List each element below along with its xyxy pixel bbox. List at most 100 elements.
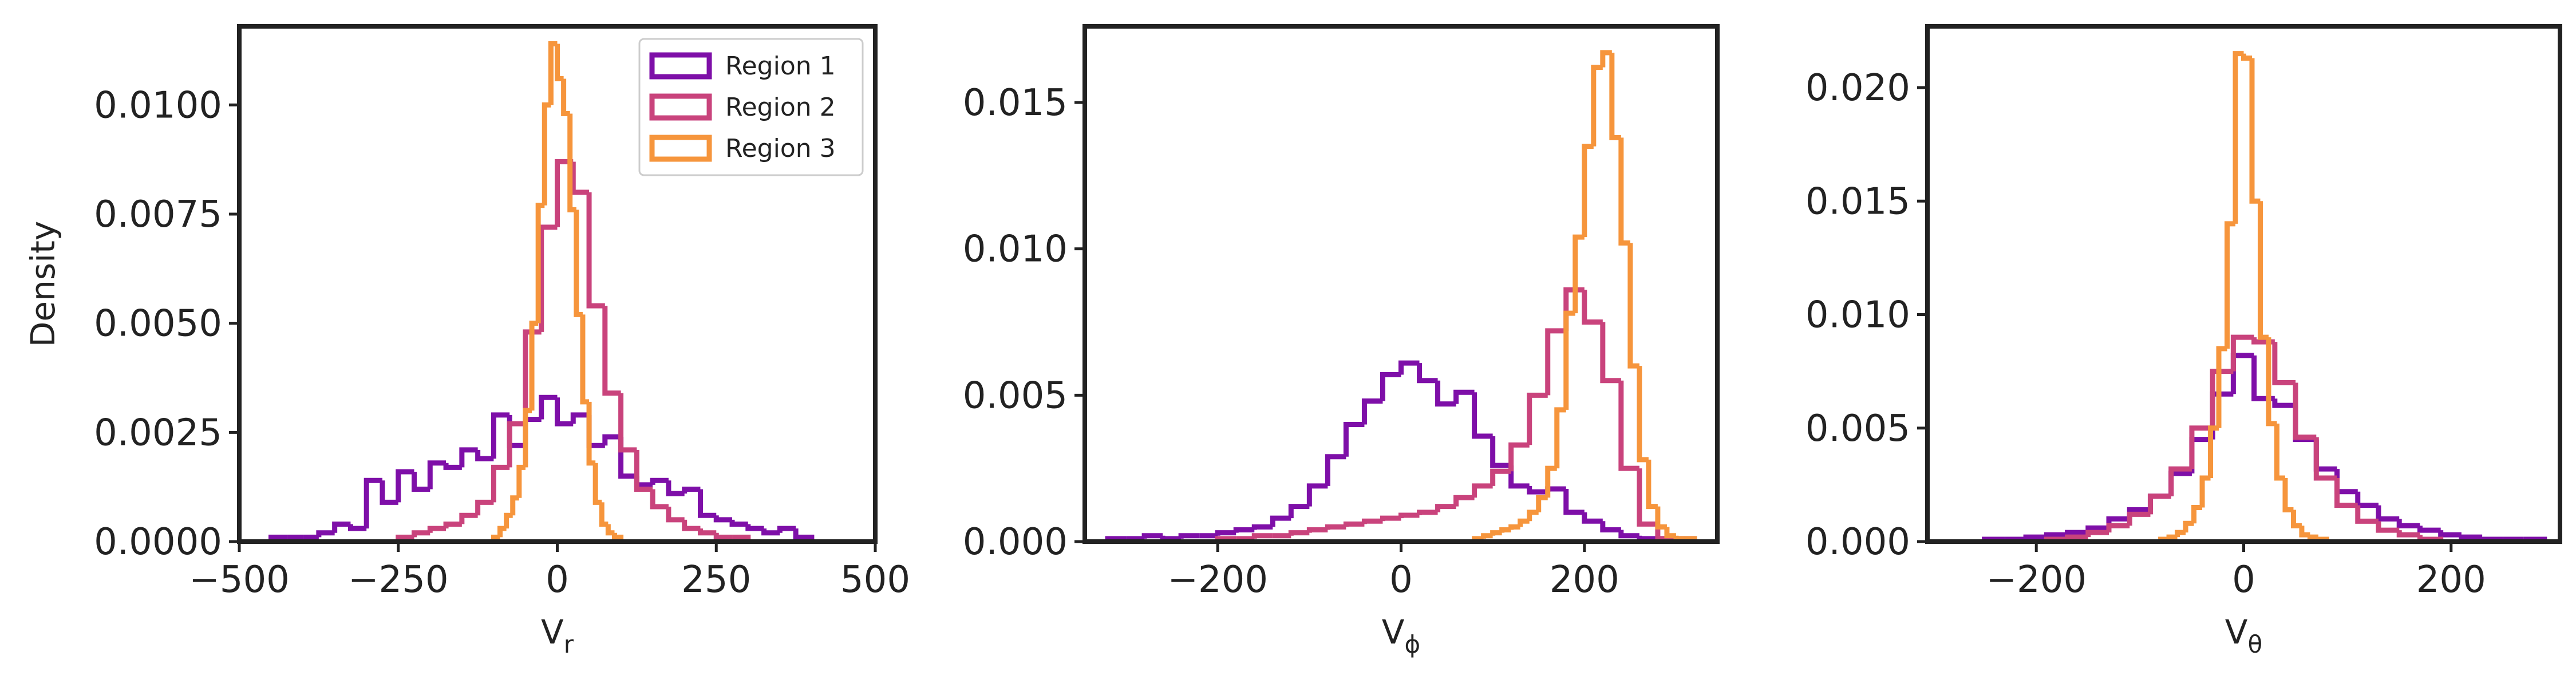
- histogram-step: [2417, 526, 2441, 533]
- histogram-step: [1270, 515, 1291, 527]
- histogram-step: [2274, 423, 2285, 481]
- histogram-step: [570, 412, 590, 424]
- histogram-step: [1673, 535, 1685, 542]
- histogram-step: [529, 321, 539, 411]
- histogram-step: [1306, 483, 1328, 507]
- histogram-step: [1582, 144, 1594, 238]
- panel: 0.000 0.005 0.010 0.015 0.020 −200 0 200 Vθ: [1805, 24, 2562, 658]
- histogram-step: [1251, 533, 1273, 539]
- x-tick-label: −250: [348, 559, 449, 601]
- legend-swatch: [649, 93, 712, 121]
- histogram-step: [364, 477, 382, 529]
- histogram-step: [427, 460, 447, 489]
- y-tick-label: 0.015: [1805, 180, 1910, 223]
- histogram-step: [1545, 328, 1566, 396]
- histogram-step: [2216, 346, 2227, 428]
- y-tick-label: 0.020: [1805, 67, 1910, 109]
- histogram-step: [2065, 530, 2088, 535]
- histogram-step: [1600, 322, 1621, 384]
- y-tick-label: 0.005: [963, 374, 1068, 417]
- legend-label: Region 3: [725, 134, 836, 163]
- y-tick-label: 0.000: [963, 521, 1068, 563]
- histogram-step: [697, 528, 717, 536]
- histogram-step: [497, 526, 507, 538]
- histogram-step: [2396, 530, 2420, 538]
- histogram-step: [1582, 512, 1603, 524]
- y-tick-label: 0.005: [1805, 408, 1910, 450]
- histogram-step: [1527, 510, 1539, 522]
- panel: 0.0000 0.0025 0.0050 0.0075 0.0100 −500 −250 0 2…: [23, 24, 910, 658]
- histogram-step: [1591, 65, 1603, 147]
- histogram-step: [1600, 50, 1612, 68]
- histogram-step: [1472, 483, 1493, 498]
- histogram-step: [1609, 53, 1621, 140]
- legend-swatch: [649, 135, 712, 162]
- y-axis-label: Density: [23, 221, 62, 348]
- histogram-step: [1288, 530, 1310, 536]
- histogram-step: [1618, 137, 1630, 246]
- y-tick-label: 0.0100: [94, 84, 222, 127]
- histogram-step: [332, 521, 351, 533]
- histogram-step: [539, 224, 558, 332]
- histogram-step: [491, 412, 510, 459]
- histogram-step: [2334, 477, 2358, 508]
- histogram-step: [745, 524, 764, 531]
- histogram-step: [2183, 520, 2194, 533]
- histogram-step: [2199, 475, 2211, 508]
- histogram-step: [1508, 442, 1530, 472]
- histogram-step: [682, 486, 701, 494]
- histogram-step: [1637, 468, 1658, 527]
- x-tick-label: −200: [1986, 559, 2087, 601]
- x-tick-label: 200: [2416, 559, 2486, 601]
- histogram-step: [602, 306, 621, 396]
- histogram-step: [1646, 459, 1658, 510]
- x-label-main: V: [2225, 613, 2248, 652]
- x-tick-label: 0: [1389, 559, 1413, 601]
- histogram-step: [1398, 512, 1420, 519]
- x-axis-label: Vr: [541, 613, 574, 658]
- histogram-step: [1453, 495, 1475, 507]
- histogram-step: [1417, 363, 1438, 384]
- histogram-step: [396, 469, 414, 503]
- histogram-step: [347, 524, 367, 531]
- histogram-step: [2210, 391, 2234, 440]
- histogram-step: [1637, 366, 1649, 463]
- histogram-step: [2355, 505, 2379, 524]
- x-tick-label: 500: [840, 559, 910, 601]
- histogram-step: [2168, 471, 2192, 496]
- histogram-step: [1618, 530, 1639, 539]
- y-tick-label: 0.0025: [94, 412, 222, 454]
- histogram-step: [2307, 534, 2318, 540]
- histogram-step: [412, 471, 430, 492]
- histogram-step: [2313, 439, 2337, 472]
- histogram-step: [1618, 380, 1639, 471]
- histogram-step: [2241, 53, 2252, 61]
- histogram-step: [2249, 58, 2261, 204]
- histogram-step: [1545, 465, 1557, 498]
- histogram-step: [1472, 392, 1493, 439]
- histogram-step: [1563, 488, 1585, 515]
- histogram-step: [1453, 389, 1475, 404]
- histogram-step: [1664, 527, 1676, 539]
- histogram-step: [2290, 510, 2302, 528]
- histogram-step: [1325, 454, 1346, 486]
- histogram-step: [2313, 437, 2337, 481]
- histogram-step: [1288, 504, 1310, 519]
- histogram-step: [1215, 530, 1236, 536]
- histogram-step: [2065, 534, 2088, 540]
- histogram-step: [602, 434, 621, 446]
- histogram-step: [539, 394, 558, 420]
- x-label-main: V: [1382, 613, 1405, 652]
- histogram-step: [2299, 526, 2310, 538]
- histogram-step: [1545, 486, 1566, 492]
- histogram-step: [491, 464, 510, 503]
- legend-swatch: [649, 52, 712, 80]
- axes-frame: [1925, 24, 2562, 544]
- y-tick-label: 0.000: [1805, 521, 1910, 563]
- histogram-step: [504, 512, 513, 529]
- histogram-step: [570, 161, 590, 195]
- histogram-step: [475, 499, 494, 516]
- panel: 0.000 0.005 0.010 0.015 −200 0 200 Vϕ: [963, 24, 1720, 658]
- histogram-step: [666, 480, 685, 496]
